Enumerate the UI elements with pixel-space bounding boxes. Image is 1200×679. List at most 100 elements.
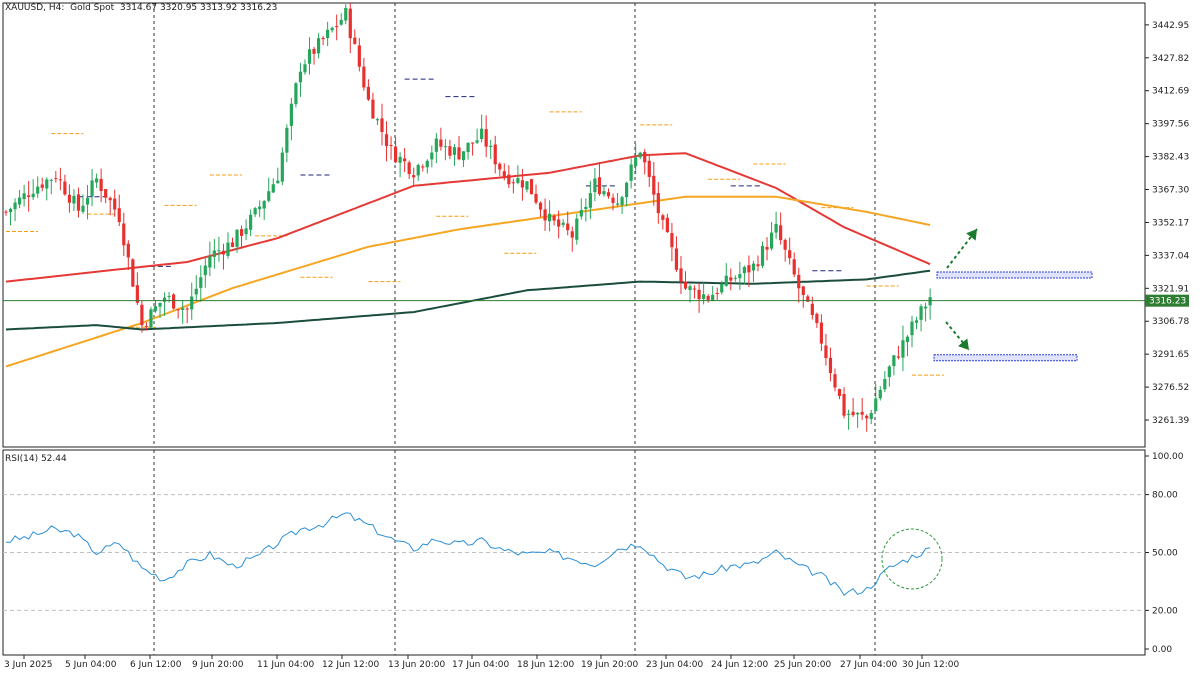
rsi-line	[5, 512, 931, 597]
candle-body	[153, 306, 158, 312]
candle-body	[271, 184, 275, 193]
y-tick-label: 3321.91	[1152, 284, 1189, 294]
candle-body	[393, 146, 398, 163]
candle-body	[656, 193, 660, 214]
candle-body	[715, 292, 719, 295]
candle-body	[58, 179, 62, 181]
candle-body	[276, 180, 280, 184]
candle-body	[389, 144, 393, 146]
candle-body	[475, 140, 479, 143]
candle-body	[779, 225, 783, 241]
candle-body	[625, 182, 629, 198]
candle-body	[452, 147, 457, 155]
candle-body	[883, 379, 887, 390]
candle-body	[330, 27, 334, 31]
candle-body	[335, 26, 339, 28]
candle-body	[326, 29, 330, 39]
candle-body	[529, 179, 534, 195]
candle-body	[896, 356, 901, 358]
current-price-label: 3316.23	[1149, 297, 1186, 307]
candle-body	[344, 7, 348, 21]
candle-body	[856, 412, 860, 415]
candle-body	[901, 340, 905, 358]
y-tick-label: 3367.30	[1152, 186, 1189, 196]
candle-body	[27, 195, 31, 197]
y-tick-label: 3427.82	[1152, 54, 1189, 64]
candle-body	[122, 223, 126, 246]
candle-body	[643, 151, 647, 163]
x-tick-label: 12 Jun 12:00	[322, 660, 379, 670]
candle-body	[421, 166, 425, 168]
target-zone	[933, 354, 1078, 362]
candle-body	[194, 288, 198, 295]
candle-body	[579, 209, 583, 217]
candle-body	[692, 288, 697, 290]
candle-body	[230, 242, 235, 247]
candle-body	[316, 38, 321, 54]
rsi-y-tick-label: 20.00	[1152, 606, 1178, 616]
candle-body	[31, 193, 35, 198]
candle-body	[353, 37, 357, 44]
candle-body	[878, 389, 882, 399]
candle-body	[801, 286, 805, 296]
candle-body	[611, 197, 615, 203]
candle-body	[851, 411, 855, 416]
candle-body	[588, 193, 592, 208]
x-tick-label: 3 Jun 2025	[4, 660, 52, 670]
y-tick-label: 3352.17	[1152, 218, 1189, 228]
candle-body	[412, 175, 416, 178]
rsi-header: RSI(14) 52.44	[5, 454, 67, 464]
x-tick-label: 19 Jun 20:00	[581, 660, 638, 670]
candle-body	[910, 321, 914, 336]
x-tick-label: 11 Jun 04:00	[257, 660, 314, 670]
candle-body	[706, 295, 710, 300]
candle-body	[303, 64, 307, 73]
candle-body	[212, 250, 216, 257]
rsi-y-tick-label: 50.00	[1152, 549, 1178, 559]
candle-body	[634, 157, 638, 167]
candle-body	[285, 127, 289, 153]
candle-body	[697, 289, 701, 300]
candle-body	[783, 239, 787, 250]
candle-body	[298, 71, 303, 83]
candle-body	[8, 208, 13, 213]
moving-average-line	[5, 152, 931, 283]
arrow-down-head	[958, 338, 969, 350]
candle-body	[135, 285, 139, 303]
candle-body	[674, 248, 679, 270]
target-zone	[936, 271, 1093, 279]
candle-body	[484, 129, 488, 147]
candle-body	[17, 197, 22, 205]
candle-body	[629, 164, 633, 181]
candle-body	[461, 151, 466, 161]
candle-body	[760, 246, 765, 266]
candle-body	[747, 265, 751, 273]
candle-body	[371, 99, 375, 119]
candle-body	[289, 103, 293, 126]
candle-body	[720, 283, 724, 293]
candle-body	[652, 175, 656, 195]
y-tick-label: 3291.65	[1152, 350, 1189, 360]
candle-body	[534, 193, 538, 203]
candle-body	[244, 228, 248, 235]
rsi-y-tick-label: 0.00	[1152, 645, 1172, 655]
y-tick-label: 3337.04	[1152, 251, 1189, 261]
candle-body	[362, 66, 366, 88]
candle-body	[72, 195, 76, 204]
candle-body	[842, 393, 846, 416]
candle-body	[226, 242, 230, 256]
candle-body	[561, 222, 565, 225]
candle-body	[765, 246, 769, 250]
candle-body	[647, 160, 651, 177]
candle-body	[874, 398, 878, 412]
candle-body	[683, 281, 688, 289]
candle-body	[312, 48, 316, 54]
candle-body	[280, 152, 284, 182]
candle-body	[262, 201, 266, 209]
candle-body	[235, 229, 239, 247]
candle-body	[40, 184, 44, 188]
arrow-up-shaft	[946, 228, 978, 269]
candle-body	[928, 297, 932, 306]
